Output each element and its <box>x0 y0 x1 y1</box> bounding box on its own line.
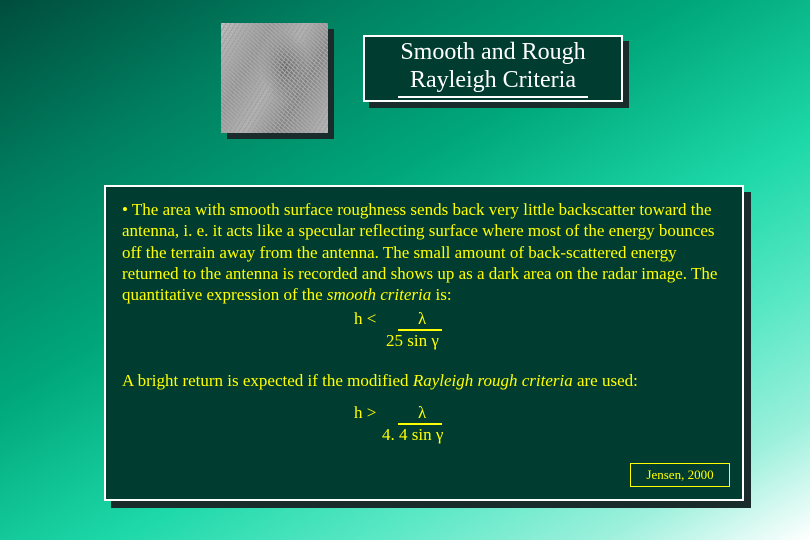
rough-paragraph: A bright return is expected if the modif… <box>122 371 726 391</box>
formula-smooth: h < λ 25 sin γ <box>122 309 726 353</box>
formula2-numerator: λ <box>418 403 426 423</box>
radar-image <box>221 23 328 133</box>
title-box: Smooth and Rough Rayleigh Criteria <box>363 35 623 102</box>
rough-em: Rayleigh rough criteria <box>413 371 573 390</box>
para-em: smooth criteria <box>327 285 431 304</box>
title-line-1: Smooth and Rough <box>400 39 585 67</box>
attribution-box: Jensen, 2000 <box>630 463 730 487</box>
formula1-numerator: λ <box>418 309 426 329</box>
formula1-lhs: h < <box>354 309 376 329</box>
formula-rough: h > λ 4. 4 sin γ <box>122 399 726 449</box>
formula1-denominator: 25 sin γ <box>386 331 439 351</box>
title-underline <box>398 96 588 98</box>
attribution-text: Jensen, 2000 <box>646 467 713 483</box>
content-box: • The area with smooth surface roughness… <box>104 185 744 501</box>
title-line-2: Rayleigh Criteria <box>410 67 576 95</box>
rough-post: are used: <box>573 371 638 390</box>
para-post: is: <box>431 285 451 304</box>
formula2-lhs: h > <box>354 403 376 423</box>
formula2-denominator: 4. 4 sin γ <box>382 425 443 445</box>
rough-pre: A bright return is expected if the modif… <box>122 371 413 390</box>
smooth-paragraph: • The area with smooth surface roughness… <box>122 199 726 305</box>
